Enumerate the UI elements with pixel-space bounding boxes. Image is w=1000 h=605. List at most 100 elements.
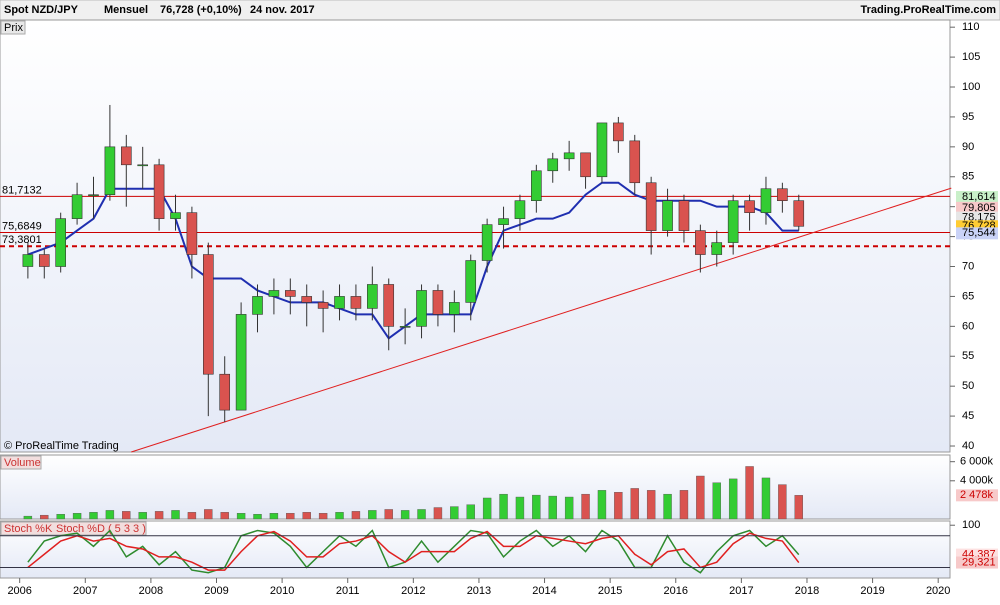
volume-last-label: 2 478k (960, 489, 994, 501)
x-tick-label: 2009 (204, 585, 228, 597)
volume-bar (318, 513, 328, 520)
y-tick-label: 90 (962, 141, 974, 153)
volume-bar (23, 515, 33, 520)
x-tick-label: 2006 (7, 585, 31, 597)
candle-body (580, 152, 591, 178)
candle-body (465, 260, 477, 303)
volume-bar (351, 511, 361, 520)
y-tick-label: 95 (962, 111, 974, 123)
volume-bar (171, 510, 180, 520)
volume-bar (696, 475, 705, 520)
stoch-value-label: 29,321 (962, 556, 996, 568)
volume-bar (417, 509, 426, 520)
volume-bar (614, 492, 623, 520)
volume-bar (712, 482, 721, 520)
panel-label: Stoch %D ( 5 3 3 ) (56, 523, 146, 535)
volume-bar (515, 496, 525, 520)
candle-body (88, 194, 99, 197)
candle-body (120, 146, 132, 166)
volume-bar (335, 512, 344, 520)
copyright: © ProRealTime Trading (4, 440, 119, 452)
level-label: 75,6849 (2, 220, 42, 232)
volume-bar (40, 514, 49, 520)
volume-bar (499, 493, 508, 520)
candle-body (219, 373, 231, 411)
volume-bar (236, 513, 246, 520)
y-tick-label: 40 (962, 440, 974, 452)
level-label: 73,3801 (2, 234, 42, 246)
panel-tag (0, 521, 147, 536)
volume-bar (597, 490, 607, 520)
volume-bar (400, 510, 410, 520)
volume-bar (728, 478, 738, 520)
volume-bar (204, 509, 213, 520)
y-tick-label: 100 (962, 519, 980, 531)
x-tick-label: 2019 (860, 585, 884, 597)
candle-body (711, 242, 723, 255)
candle-body (629, 140, 641, 184)
quote: 76,728 (+0,10%) (160, 4, 242, 16)
y-tick-label: 55 (962, 350, 974, 362)
candle-body (317, 302, 329, 309)
candle-body (744, 200, 755, 213)
y-tick-label: 85 (962, 171, 974, 183)
volume-bar (663, 493, 672, 520)
y-tick-label: 65 (962, 290, 974, 302)
volume-bar (220, 512, 229, 520)
volume-bar (89, 512, 98, 520)
x-tick-label: 2020 (926, 585, 950, 597)
candle-body (514, 200, 526, 219)
volume-bar (187, 512, 197, 520)
candle-body (645, 182, 657, 231)
candle-body (596, 122, 608, 178)
volume-bar (384, 509, 393, 520)
volume-bar (564, 496, 574, 520)
candle-body (350, 296, 362, 309)
plot: 2006 2007 2008 2009 2010 2011 2012 2013 2014 2015… (0, 21, 998, 597)
volume-bar (56, 514, 65, 520)
candle-body (432, 290, 444, 315)
header-bar (0, 0, 1000, 21)
candle-body (268, 290, 280, 297)
trendline (131, 187, 952, 453)
x-tick-label: 2012 (401, 585, 425, 597)
volume-last-box (956, 489, 998, 502)
volume-bar (581, 493, 590, 520)
x-tick-label: 2008 (139, 585, 163, 597)
candle-body (38, 254, 50, 267)
volume-bar (778, 484, 787, 520)
x-tick-label: 2011 (336, 585, 360, 597)
price-label-box (956, 191, 998, 204)
candle-body (71, 194, 83, 219)
y-tick-label: 70 (962, 260, 974, 272)
volume-bar (269, 513, 279, 520)
panel-label: Stoch %K (4, 523, 53, 535)
candle-body (793, 200, 805, 227)
period: Mensuel (104, 4, 148, 16)
volume-bar (745, 466, 754, 520)
price-label: 81,614 (962, 191, 996, 203)
volume-bar (646, 490, 656, 520)
candle-body (760, 188, 772, 213)
candle-body (22, 254, 34, 267)
candle-body (170, 212, 181, 219)
candle-body (563, 152, 575, 160)
y-tick-label: 50 (962, 380, 974, 392)
stoch-label-box (956, 556, 998, 569)
volume-bar (138, 512, 147, 520)
volume-bar (72, 513, 82, 520)
panel-label: Prix (4, 22, 23, 34)
candle-body (727, 200, 739, 243)
stoch-line (27, 530, 800, 571)
volume-bar (450, 506, 459, 520)
stoch-line (27, 529, 800, 574)
x-tick-label: 2013 (467, 585, 491, 597)
panel-tag (0, 455, 42, 470)
volume-bar (368, 510, 377, 520)
volume-bar (679, 490, 689, 520)
volume-bar (122, 511, 131, 520)
volume-panel (0, 454, 951, 520)
x-tick-label: 2018 (795, 585, 819, 597)
y-tick-label: 6 000k (960, 456, 994, 468)
